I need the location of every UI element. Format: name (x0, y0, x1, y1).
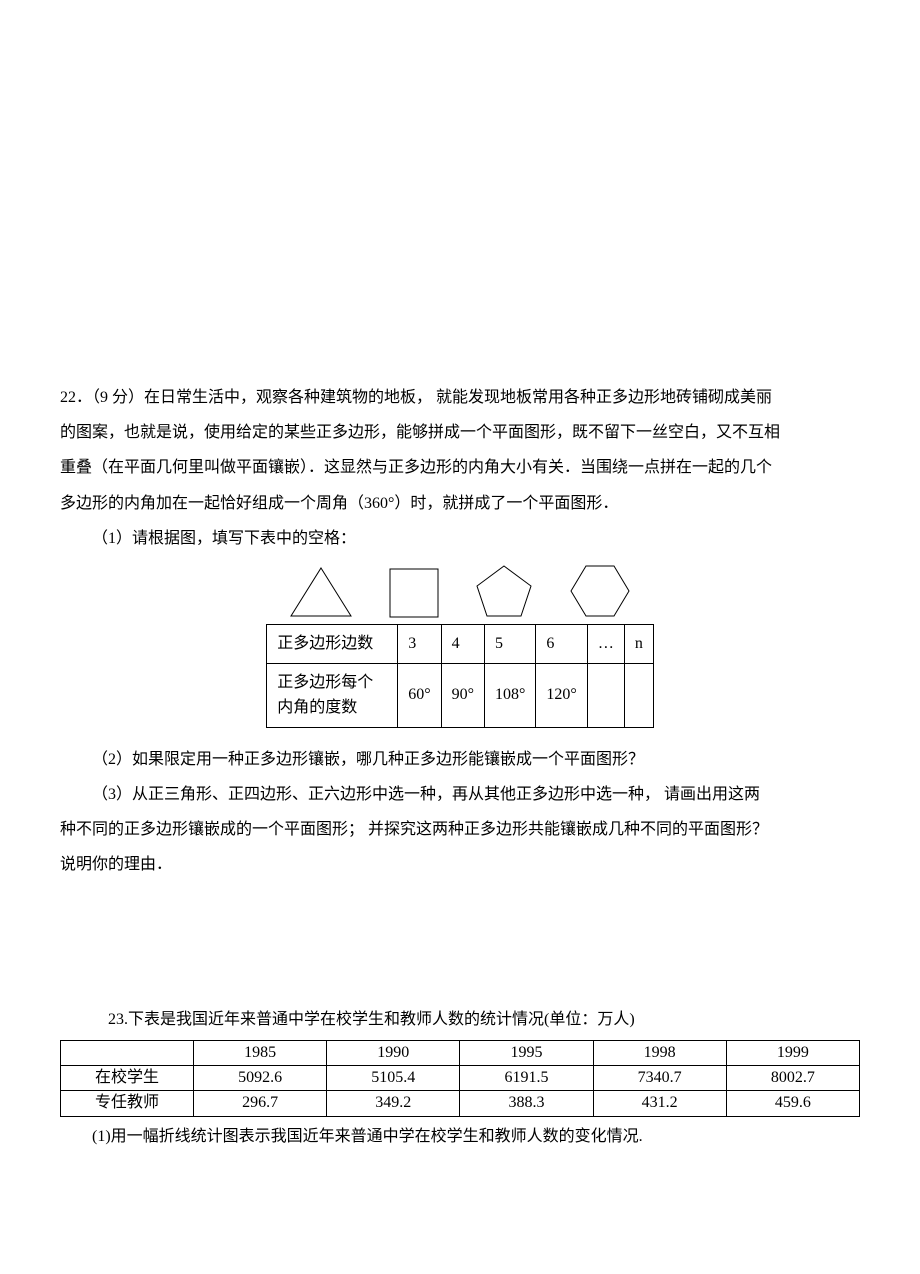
poly-sides-ellipsis: … (587, 624, 624, 663)
teachers-1999: 459.6 (726, 1091, 859, 1116)
q22-part3-line1: （3）从正三角形、正四边形、正六边形中选一种，再从其他正多边形中选一种， 请画出… (60, 777, 860, 812)
q22-intro-line-4: 多边形的内角加在一起恰好组成一个周角（360°）时，就拼成了一个平面图形． (60, 486, 860, 521)
q22-part1: （1）请根据图，填写下表中的空格： (60, 521, 860, 556)
table-row: 1985 1990 1995 1998 1999 (61, 1040, 860, 1065)
q23-part1: (1)用一幅折线统计图表示我国近年来普通中学在校学生和教师人数的变化情况. (60, 1119, 860, 1154)
teachers-1995: 388.3 (460, 1091, 593, 1116)
poly-angle-4: 90° (441, 663, 484, 727)
poly-sides-5: 5 (485, 624, 536, 663)
square-icon (389, 568, 439, 618)
poly-sides-label: 正多边形边数 (267, 624, 398, 663)
year-1985: 1985 (194, 1040, 327, 1065)
poly-angle-3: 60° (398, 663, 441, 727)
students-1985: 5092.6 (194, 1066, 327, 1091)
students-1999: 8002.7 (726, 1066, 859, 1091)
poly-sides-3: 3 (398, 624, 441, 663)
q23-title: 23.下表是我国近年来普通中学在校学生和教师人数的统计情况(单位：万人) (60, 1002, 860, 1037)
question-22: 22．（9 分）在日常生活中，观察各种建筑物的地板， 就能发现地板常用各种正多边… (60, 380, 860, 882)
table-row: 专任教师 296.7 349.2 388.3 431.2 459.6 (61, 1091, 860, 1116)
year-1990: 1990 (327, 1040, 460, 1065)
polygon-shapes-row (60, 564, 860, 618)
students-1998: 7340.7 (593, 1066, 726, 1091)
poly-angle-6: 120° (536, 663, 587, 727)
poly-sides-6: 6 (536, 624, 587, 663)
teachers-label: 专任教师 (61, 1091, 194, 1116)
table-row: 正多边形边数 3 4 5 6 … n (267, 624, 654, 663)
poly-angle-blank2 (624, 663, 653, 727)
q22-part3-line3: 说明你的理由． (60, 847, 860, 882)
q22-intro-line-1: 22．（9 分）在日常生活中，观察各种建筑物的地板， 就能发现地板常用各种正多边… (60, 380, 860, 415)
students-label: 在校学生 (61, 1066, 194, 1091)
q22-intro-line-2: 的图案，也就是说，使用给定的某些正多边形，能够拼成一个平面图形，既不留下一丝空白… (60, 415, 860, 450)
poly-angle-blank1 (587, 663, 624, 727)
question-23: 23.下表是我国近年来普通中学在校学生和教师人数的统计情况(单位：万人) 198… (60, 1002, 860, 1154)
pentagon-icon (475, 564, 533, 618)
students-1995: 6191.5 (460, 1066, 593, 1091)
teachers-1985: 296.7 (194, 1091, 327, 1116)
q22-intro-line-3: 重叠（在平面几何里叫做平面镶嵌）．这显然与正多边形的内角大小有关．当围绕一点拼在… (60, 450, 860, 485)
year-1995: 1995 (460, 1040, 593, 1065)
year-1998: 1998 (593, 1040, 726, 1065)
polygon-table: 正多边形边数 3 4 5 6 … n 正多边形每个内角的度数 60° 90° 1… (266, 624, 654, 728)
students-1990: 5105.4 (327, 1066, 460, 1091)
q22-part3-line2: 种不同的正多边形镶嵌成的一个平面图形； 并探究这两种正多边形共能镶嵌成几种不同的… (60, 812, 860, 847)
poly-angle-label: 正多边形每个内角的度数 (267, 663, 398, 727)
poly-sides-4: 4 (441, 624, 484, 663)
hexagon-icon (569, 564, 631, 618)
stats-table: 1985 1990 1995 1998 1999 在校学生 5092.6 510… (60, 1040, 860, 1117)
table-row: 正多边形每个内角的度数 60° 90° 108° 120° (267, 663, 654, 727)
poly-sides-n: n (624, 624, 653, 663)
triangle-icon (289, 566, 353, 618)
year-1999: 1999 (726, 1040, 859, 1065)
teachers-1998: 431.2 (593, 1091, 726, 1116)
stats-blank-head (61, 1040, 194, 1065)
q22-part2: （2）如果限定用一种正多边形镶嵌，哪几种正多边形能镶嵌成一个平面图形？ (60, 742, 860, 777)
poly-angle-5: 108° (485, 663, 536, 727)
teachers-1990: 349.2 (327, 1091, 460, 1116)
table-row: 在校学生 5092.6 5105.4 6191.5 7340.7 8002.7 (61, 1066, 860, 1091)
